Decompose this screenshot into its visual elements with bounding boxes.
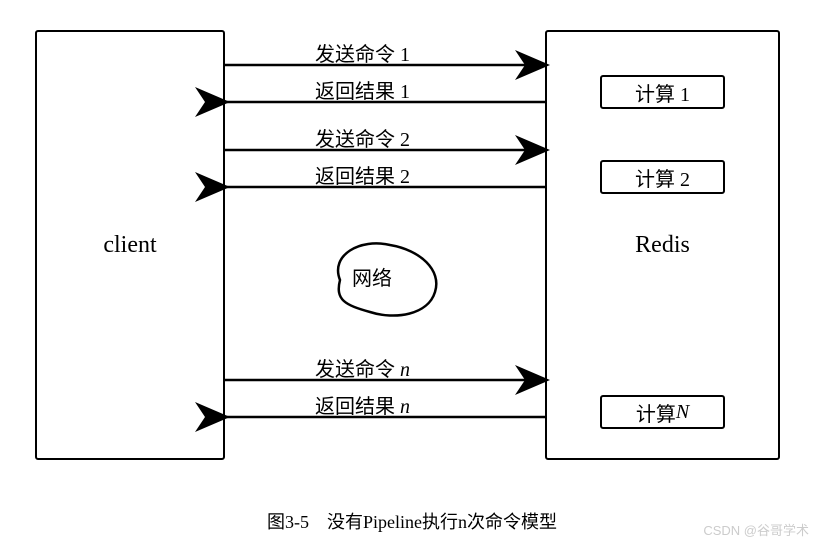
- label-return-2: 返回结果 2: [315, 160, 410, 189]
- label-return-n-var: n: [400, 396, 410, 418]
- compute-label-2: 计算 2: [635, 163, 690, 192]
- label-send-2: 发送命令 2: [315, 123, 410, 152]
- compute-box-n: 计算 N: [600, 395, 725, 429]
- label-send-1: 发送命令 1: [315, 38, 410, 67]
- watermark: CSDN @谷哥学术: [703, 520, 809, 539]
- label-send-n: 发送命令 n: [315, 353, 410, 382]
- compute-label-n-prefix: 计算: [636, 398, 676, 427]
- label-send-n-var: n: [400, 359, 410, 381]
- compute-label-n-var: N: [676, 401, 689, 424]
- compute-box-1: 计算 1: [600, 75, 725, 109]
- figure-caption: 图3-5 没有Pipeline执行n次命令模型: [0, 508, 824, 534]
- label-return-n: 返回结果 n: [315, 390, 410, 419]
- compute-label-1: 计算 1: [635, 78, 690, 107]
- redis-label: Redis: [635, 232, 690, 259]
- network-label: 网络: [352, 262, 392, 291]
- client-box: client: [35, 30, 225, 460]
- compute-box-2: 计算 2: [600, 160, 725, 194]
- label-send-n-prefix: 发送命令: [315, 359, 400, 381]
- label-return-1: 返回结果 1: [315, 75, 410, 104]
- client-label: client: [103, 232, 156, 259]
- diagram-container: client Redis 计算 1 计算 2 计算 N 发送命: [0, 0, 824, 554]
- label-return-n-prefix: 返回结果: [315, 396, 400, 418]
